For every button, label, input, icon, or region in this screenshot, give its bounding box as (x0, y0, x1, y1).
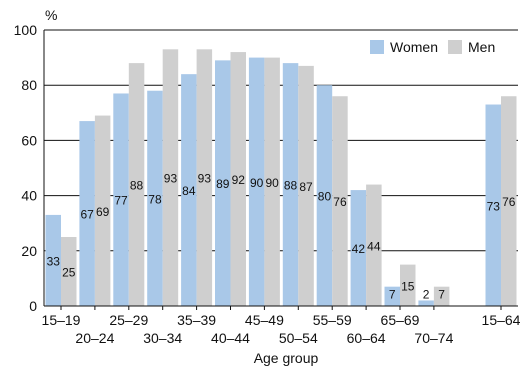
bar-women (316, 85, 333, 306)
bar-value-label: 15 (401, 279, 415, 293)
bar-women (113, 93, 129, 306)
bar-women (418, 300, 434, 306)
y-tick-label: 20 (21, 243, 37, 259)
bar-men (196, 49, 213, 306)
y-tick-label: 80 (21, 77, 37, 93)
bar-men (94, 115, 111, 306)
bar-value-label: 78 (148, 192, 162, 206)
bar-women (248, 57, 265, 306)
bar-men (400, 264, 416, 306)
bar-women (45, 214, 61, 306)
bar-men (230, 52, 246, 306)
axes (43, 30, 518, 310)
bar-men (128, 63, 145, 307)
bar-men (332, 96, 348, 307)
bar-value-label: 73 (487, 199, 501, 213)
bar-value-label: 69 (96, 205, 110, 219)
bar-value-label: 80 (318, 190, 332, 204)
x-tick-labels: 15–19 20–24 25–29 30–34 35–39 40–44 45–49 50–54… (42, 312, 521, 346)
bar-men (162, 49, 179, 306)
bar-value-label: 77 (114, 194, 128, 208)
bar-value-label: 93 (198, 172, 212, 186)
x-tick-label: 50–54 (279, 330, 318, 346)
legend: Women Men (370, 39, 495, 55)
legend-swatch-men (448, 40, 462, 54)
bar-value-label: 89 (216, 177, 230, 191)
bar-value-label: 7 (438, 288, 445, 302)
x-tick-label: 25–29 (109, 312, 148, 328)
bar-men (264, 57, 280, 306)
bar-women (350, 190, 367, 306)
bar-value-label: 88 (284, 179, 298, 193)
bar-women (282, 63, 299, 307)
x-tick-label: 65–69 (381, 312, 420, 328)
x-tick-label: 55–59 (313, 312, 352, 328)
x-tick-label: 70–74 (414, 330, 453, 346)
bar-value-label: 2 (423, 287, 430, 301)
y-tick-label: 60 (21, 132, 37, 148)
x-tick-label: 30–34 (143, 330, 182, 346)
y-unit-label: % (45, 7, 57, 23)
bar-value-label: 90 (265, 176, 279, 190)
bar-value-label: 33 (47, 254, 61, 268)
y-tick-label: 0 (29, 298, 37, 314)
x-tick-label: 40–44 (211, 330, 250, 346)
x-tick-label: 15–19 (42, 312, 81, 328)
bar-women (181, 74, 197, 306)
x-tick-label: 60–64 (347, 330, 386, 346)
bar-value-label: 87 (299, 180, 313, 194)
bars (45, 49, 517, 307)
bar-women (147, 90, 163, 306)
bar-men (298, 65, 314, 306)
bar-value-label: 76 (502, 195, 516, 209)
legend-swatch-women (370, 40, 384, 54)
bar-value-label: 92 (232, 173, 246, 187)
y-tick-labels: 0 20 40 60 80 100 (14, 22, 38, 314)
x-tick-label: 20–24 (75, 330, 114, 346)
x-tick-label: 35–39 (177, 312, 216, 328)
bar-value-label: 67 (80, 208, 94, 222)
x-axis-title: Age group (254, 350, 319, 366)
bar-women (215, 60, 231, 306)
bar-value-label: 88 (130, 179, 144, 193)
y-tick-label: 40 (21, 188, 37, 204)
bar-value-label: 93 (164, 172, 178, 186)
legend-label-men: Men (468, 39, 495, 55)
bar-value-label: 7 (389, 288, 396, 302)
legend-label-women: Women (390, 39, 438, 55)
bar-value-label: 90 (250, 176, 264, 190)
bar-value-label: 84 (182, 184, 196, 198)
bar-value-label: 25 (62, 266, 76, 280)
bar-women (485, 104, 501, 307)
x-tick-label: 15–64 (482, 312, 521, 328)
bar-men (366, 184, 382, 306)
y-tick-label: 100 (14, 22, 38, 38)
bar-men (501, 96, 517, 307)
bar-men (433, 286, 450, 306)
x-tick-label: 45–49 (245, 312, 284, 328)
bar-women (384, 286, 400, 306)
bar-value-label: 76 (333, 195, 347, 209)
bar-women (79, 121, 95, 306)
bar-value-label: 44 (367, 239, 381, 253)
bar-value-label: 42 (352, 242, 366, 256)
bar-men (61, 237, 77, 306)
